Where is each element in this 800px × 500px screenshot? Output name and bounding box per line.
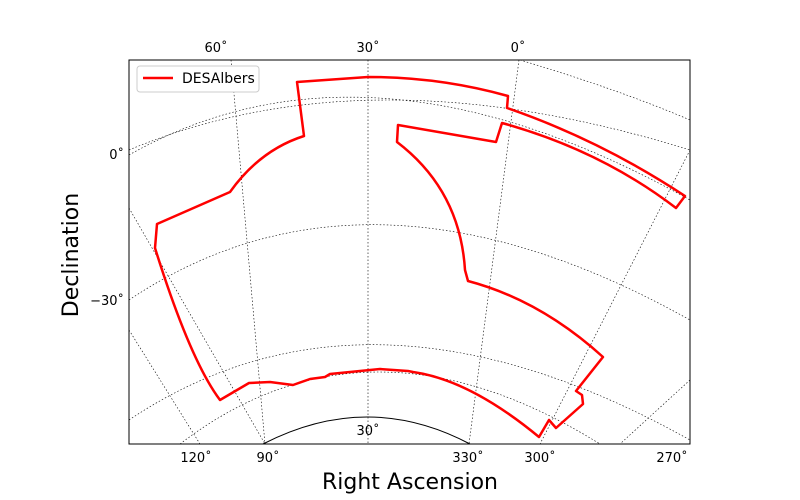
legend-label-desalbers: DESAlbers	[182, 71, 255, 87]
parallel-plus15	[129, 99, 690, 151]
parallel-m15	[129, 224, 690, 321]
ra-tick-bottom-270: 270˚	[656, 450, 687, 466]
ra-ticks-bottom: 120˚ 90˚ 330˚ 300˚ 270˚	[180, 450, 687, 466]
graticule	[129, 60, 690, 444]
x-axis-label: Right Ascension	[322, 470, 498, 495]
legend: DESAlbers	[136, 65, 260, 93]
meridian-120	[129, 329, 201, 444]
parallel-0	[129, 96, 690, 201]
ra-ticks-top: 60˚ 30˚ 0˚	[204, 40, 525, 56]
dec-tick-0: 0˚	[109, 147, 124, 163]
meridian-330	[539, 149, 690, 444]
dec-tick-inner-30: 30˚	[356, 423, 379, 439]
ra-tick-bottom-330: 330˚	[452, 450, 483, 466]
meridian-90	[129, 207, 266, 444]
ra-tick-bottom-120: 120˚	[180, 450, 211, 466]
y-axis-label: Declination	[59, 193, 84, 317]
dec-ticks-left: 0˚ −30˚	[90, 147, 124, 309]
ra-tick-bottom-300: 300˚	[524, 450, 555, 466]
parallel-m30	[129, 344, 690, 441]
ra-tick-top-30: 30˚	[356, 40, 379, 56]
ra-tick-bottom-90: 90˚	[256, 450, 279, 466]
parallel-far	[519, 60, 690, 121]
projection-boundary-arc	[262, 416, 471, 445]
axes-frame	[128, 59, 691, 445]
meridian-0	[468, 60, 520, 444]
dec-tick-m30: −30˚	[90, 293, 124, 309]
ra-tick-top-0: 0˚	[511, 40, 526, 56]
legend-box	[136, 65, 260, 93]
ra-tick-top-60: 60˚	[204, 40, 227, 56]
parallel-m45	[179, 371, 601, 444]
series-desalbers-line	[153, 75, 687, 439]
meridian-60	[230, 60, 266, 444]
